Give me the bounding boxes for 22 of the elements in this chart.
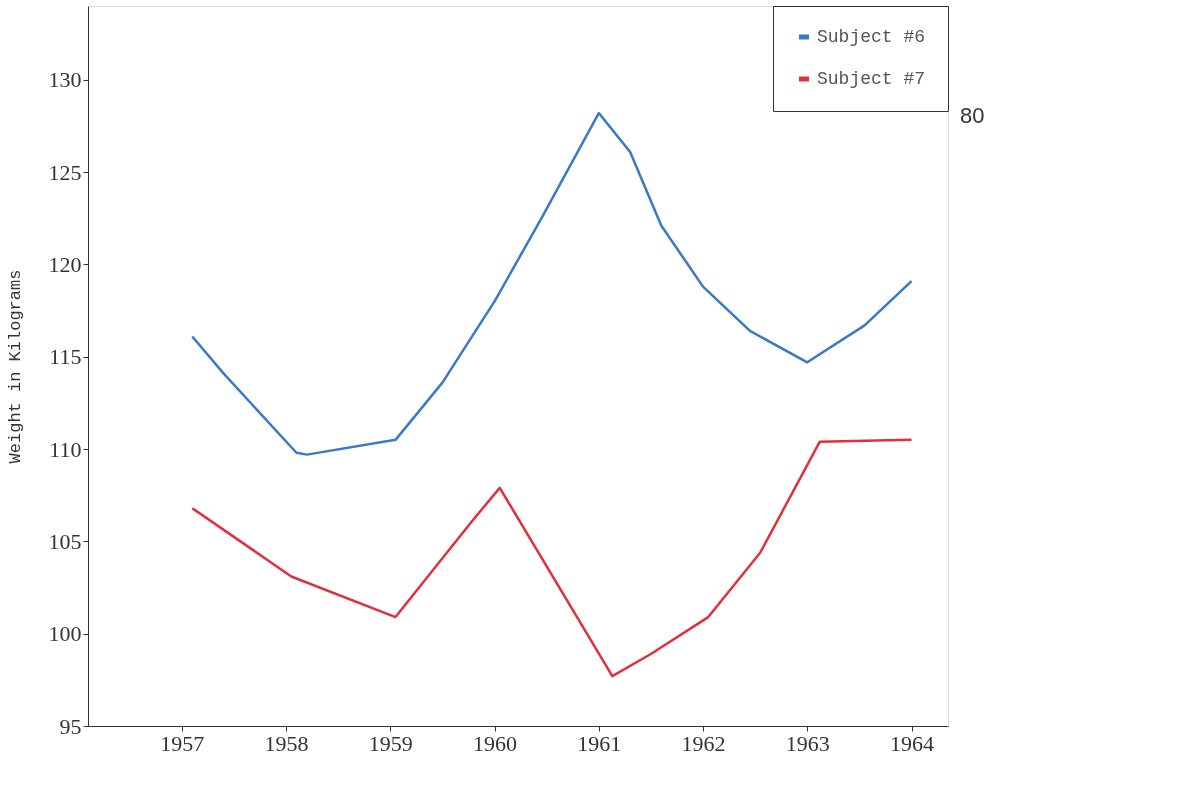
x-tick-label: 1960 [473,730,518,756]
text: 80 [960,103,985,128]
y-tick-label: 95 [59,713,82,739]
x-tick-label: 1957 [160,730,205,756]
y-axis-title: Weight in Kilograms [5,269,25,464]
y-tick-label: 120 [48,251,82,277]
y-tick-label: 130 [48,67,82,93]
x-tick-label: 1959 [368,730,413,756]
legend-label: Subject #6 [817,27,926,47]
y-tick-label: 125 [48,159,82,185]
y-tick-label: 100 [48,621,82,647]
y-tick-label: 110 [49,436,82,462]
x-tick-label: 1962 [681,730,726,756]
x-tick-label: 1961 [577,730,622,756]
y-tick-label: 115 [49,344,82,370]
x-tick-label: 1963 [785,730,830,756]
line-series [190,438,913,678]
x-tick-label: 1958 [264,730,309,756]
y-tick-label: 105 [48,528,82,554]
x-tick-label: 1964 [890,730,935,756]
line-series [190,111,913,456]
legend-label: Subject #7 [817,69,926,89]
